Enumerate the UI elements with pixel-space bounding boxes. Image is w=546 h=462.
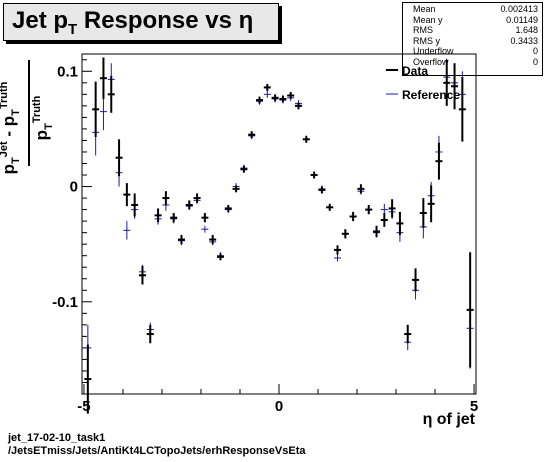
data-point <box>216 253 224 261</box>
data-point <box>138 266 146 285</box>
data-point <box>232 185 240 193</box>
data-point <box>334 245 342 255</box>
data-point <box>365 204 373 215</box>
stat-row-underflow: Underflow 0 <box>413 46 538 57</box>
data-point <box>458 77 466 142</box>
data-point <box>310 171 318 179</box>
data-point <box>318 186 326 194</box>
data-point <box>115 139 123 177</box>
data-point <box>380 213 388 227</box>
data-point <box>170 213 178 223</box>
legend: Data Reference <box>386 64 460 102</box>
data-point <box>341 229 349 239</box>
stat-row-mean: Mean 0.002413 <box>413 4 538 14</box>
data-point <box>295 102 303 110</box>
data-point <box>123 183 131 207</box>
data-point <box>287 92 295 99</box>
svg-text:pTJet - pTTruth: pTJet - pTTruth <box>0 81 22 174</box>
data-point <box>427 185 435 223</box>
y-axis-label: pTJet - pTTruth pTTruth <box>0 60 55 174</box>
stat-row-mean-y: Mean y 0.01149 <box>413 14 538 25</box>
data-point <box>263 83 271 91</box>
reference-series <box>84 58 474 371</box>
data-point <box>255 96 263 104</box>
data-point <box>84 344 92 414</box>
data-point <box>162 191 170 205</box>
data-point <box>240 165 248 173</box>
data-point <box>99 57 107 99</box>
data-point <box>404 324 412 344</box>
data-point <box>443 59 451 106</box>
data-point <box>209 234 217 245</box>
data-point <box>146 324 154 344</box>
data-series <box>84 57 474 414</box>
y-tick-label: 0 <box>70 179 78 196</box>
ref-point <box>99 93 107 131</box>
legend-reference-label: Reference <box>402 88 460 102</box>
y-tick-label: -0.1 <box>52 294 78 311</box>
data-point <box>279 95 287 103</box>
data-point <box>302 135 310 143</box>
footer: jet_17-02-10_task1 /JetsETmiss/Jets/Anti… <box>8 432 306 458</box>
data-point <box>224 204 232 212</box>
data-point <box>349 211 357 222</box>
legend-data-label: Data <box>402 64 428 78</box>
data-point <box>435 142 443 180</box>
x-axis-label: η of jet <box>423 411 476 428</box>
data-point <box>92 81 100 137</box>
x-tick-label: 0 <box>275 398 283 415</box>
data-point <box>373 225 381 238</box>
stat-row-overflow: Overflow 0 <box>413 56 538 67</box>
data-point <box>185 200 193 210</box>
data-point <box>248 131 256 139</box>
stat-row-rms-y: RMS y 0.3433 <box>413 35 538 46</box>
data-point <box>154 208 162 223</box>
ref-point <box>263 90 271 98</box>
ref-point <box>334 254 342 262</box>
data-point <box>201 213 209 223</box>
footer-line-1: jet_17-02-10_task1 <box>8 432 106 444</box>
x-tick-label: 5 <box>470 398 478 415</box>
stats-box: Mean 0.002413 Mean y 0.01149 RMS 1.648 RMS … <box>402 2 543 76</box>
data-point <box>396 211 404 235</box>
ref-point <box>201 225 209 233</box>
data-point <box>388 199 396 218</box>
data-point <box>131 193 139 217</box>
plot-frame <box>81 53 477 395</box>
stat-row-rms: RMS 1.648 <box>413 25 538 36</box>
data-point <box>107 75 115 113</box>
data-point <box>271 94 279 102</box>
data-point <box>177 234 185 245</box>
data-point <box>357 184 365 194</box>
data-point <box>412 268 420 292</box>
data-point <box>466 252 474 368</box>
axis-ticks: -5 0 5-0.100.1 <box>52 59 478 415</box>
ref-point <box>123 221 131 240</box>
data-point <box>193 193 201 203</box>
data-point <box>451 63 459 110</box>
footer-line-2: /JetsETmiss/Jets/AntiKt4LCTopoJets/erhRe… <box>8 445 306 457</box>
data-point <box>326 203 334 211</box>
y-tick-label: 0.1 <box>57 63 78 80</box>
title-box: Jet pT Response vs η <box>3 3 279 41</box>
data-point <box>419 198 427 229</box>
chart-title: Jet pT Response vs η <box>12 6 254 38</box>
svg-text:pTTruth: pTTruth <box>31 95 55 140</box>
